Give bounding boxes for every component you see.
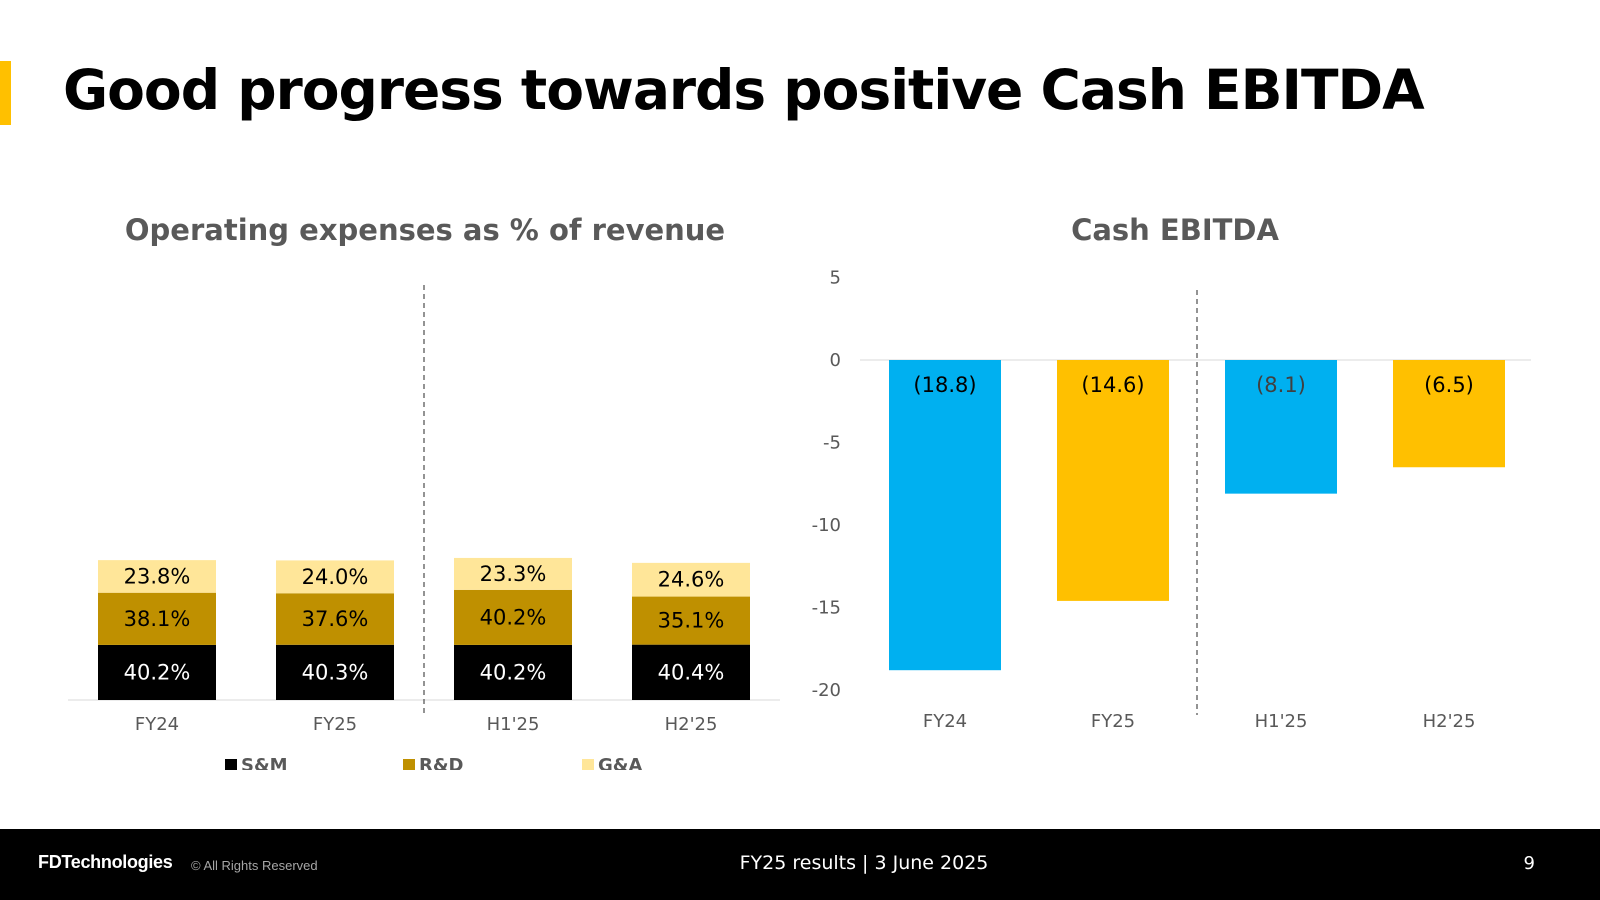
footer: FDTechnologies © All Rights Reserved FY2… bbox=[0, 829, 1600, 900]
opex-data-label: 24.0% bbox=[302, 565, 369, 589]
ebitda-category-label: FY25 bbox=[1091, 711, 1135, 732]
ebitda-category-label: FY24 bbox=[923, 711, 967, 732]
ebitda-bar-0 bbox=[889, 360, 1001, 671]
ebitda-bar-2 bbox=[1225, 360, 1337, 494]
opex-data-label: 24.6% bbox=[658, 568, 725, 592]
ebitda-data-label: (6.5) bbox=[1424, 373, 1474, 397]
opex-data-label: 40.2% bbox=[480, 605, 547, 629]
opex-chart-title: Operating expenses as % of revenue bbox=[125, 213, 725, 247]
opex-data-label: 40.4% bbox=[658, 660, 725, 684]
copyright-notice: © All Rights Reserved bbox=[191, 858, 318, 873]
legend-swatch-sm bbox=[225, 759, 237, 770]
ebitda-bar-3 bbox=[1393, 360, 1505, 468]
opex-bar-ga-3 bbox=[632, 562, 750, 597]
ebitda-category-label: H1'25 bbox=[1255, 711, 1308, 732]
ebitda-y-tick: 5 bbox=[830, 268, 841, 289]
opex-category-label: FY24 bbox=[135, 714, 179, 735]
opex-category-label: FY25 bbox=[313, 714, 357, 735]
ebitda-chart-title: Cash EBITDA bbox=[1071, 213, 1279, 247]
opex-category-label: H1'25 bbox=[487, 714, 540, 735]
opex-data-label: 37.6% bbox=[302, 607, 369, 631]
legend-label-sm: S&M bbox=[241, 755, 288, 770]
title-accent-bar bbox=[0, 61, 11, 125]
legend-label-ga: G&A bbox=[598, 755, 642, 770]
ebitda-data-label: (18.8) bbox=[913, 373, 976, 397]
company-logo: FDTechnologies bbox=[38, 852, 173, 872]
opex-data-label: 40.2% bbox=[480, 660, 547, 684]
opex-data-label: 40.3% bbox=[302, 660, 369, 684]
ebitda-data-label: (14.6) bbox=[1081, 373, 1144, 397]
legend-swatch-ga bbox=[582, 759, 594, 770]
ebitda-y-tick: 0 bbox=[830, 350, 841, 371]
opex-bar-ga-2 bbox=[454, 557, 572, 590]
page-title: Good progress towards positive Cash EBIT… bbox=[63, 58, 1425, 122]
opex-bar-sm-0 bbox=[98, 644, 216, 700]
opex-data-label: 38.1% bbox=[124, 607, 191, 631]
opex-data-label: 23.3% bbox=[480, 562, 547, 586]
opex-bar-rd-0 bbox=[98, 592, 216, 645]
opex-bar-rd-2 bbox=[454, 589, 572, 645]
opex-bar-sm-1 bbox=[276, 644, 394, 700]
opex-bar-rd-3 bbox=[632, 596, 750, 645]
ebitda-bar-1 bbox=[1057, 360, 1169, 601]
opex-bar-sm-3 bbox=[632, 644, 750, 700]
opex-data-label: 40.2% bbox=[124, 660, 191, 684]
legend-label-rd: R&D bbox=[419, 755, 464, 770]
ebitda-y-tick: -5 bbox=[823, 433, 841, 454]
opex-stacked-bar-chart: Operating expenses as % of revenue 40.2%… bbox=[68, 213, 780, 770]
ebitda-data-label: (8.1) bbox=[1256, 373, 1306, 397]
opex-data-label: 35.1% bbox=[658, 609, 725, 633]
cash-ebitda-bar-chart: Cash EBITDA 5 0 -5 -10 -15 -20 (18.8) FY24 (14.6… bbox=[812, 213, 1531, 732]
page-number: 9 bbox=[1523, 853, 1535, 874]
ebitda-y-tick: -15 bbox=[812, 598, 841, 619]
footer-presentation-title: FY25 results | 3 June 2025 bbox=[739, 852, 989, 874]
legend-swatch-rd bbox=[403, 759, 415, 770]
opex-bar-rd-1 bbox=[276, 593, 394, 645]
opex-bar-sm-2 bbox=[454, 644, 572, 700]
opex-bar-ga-1 bbox=[276, 560, 394, 594]
ebitda-y-tick: -20 bbox=[812, 680, 841, 701]
opex-category-label: H2'25 bbox=[665, 714, 718, 735]
ebitda-category-label: H2'25 bbox=[1423, 711, 1476, 732]
ebitda-y-tick: -10 bbox=[812, 515, 841, 536]
opex-bar-ga-0 bbox=[98, 560, 216, 593]
opex-data-label: 23.8% bbox=[124, 564, 191, 588]
